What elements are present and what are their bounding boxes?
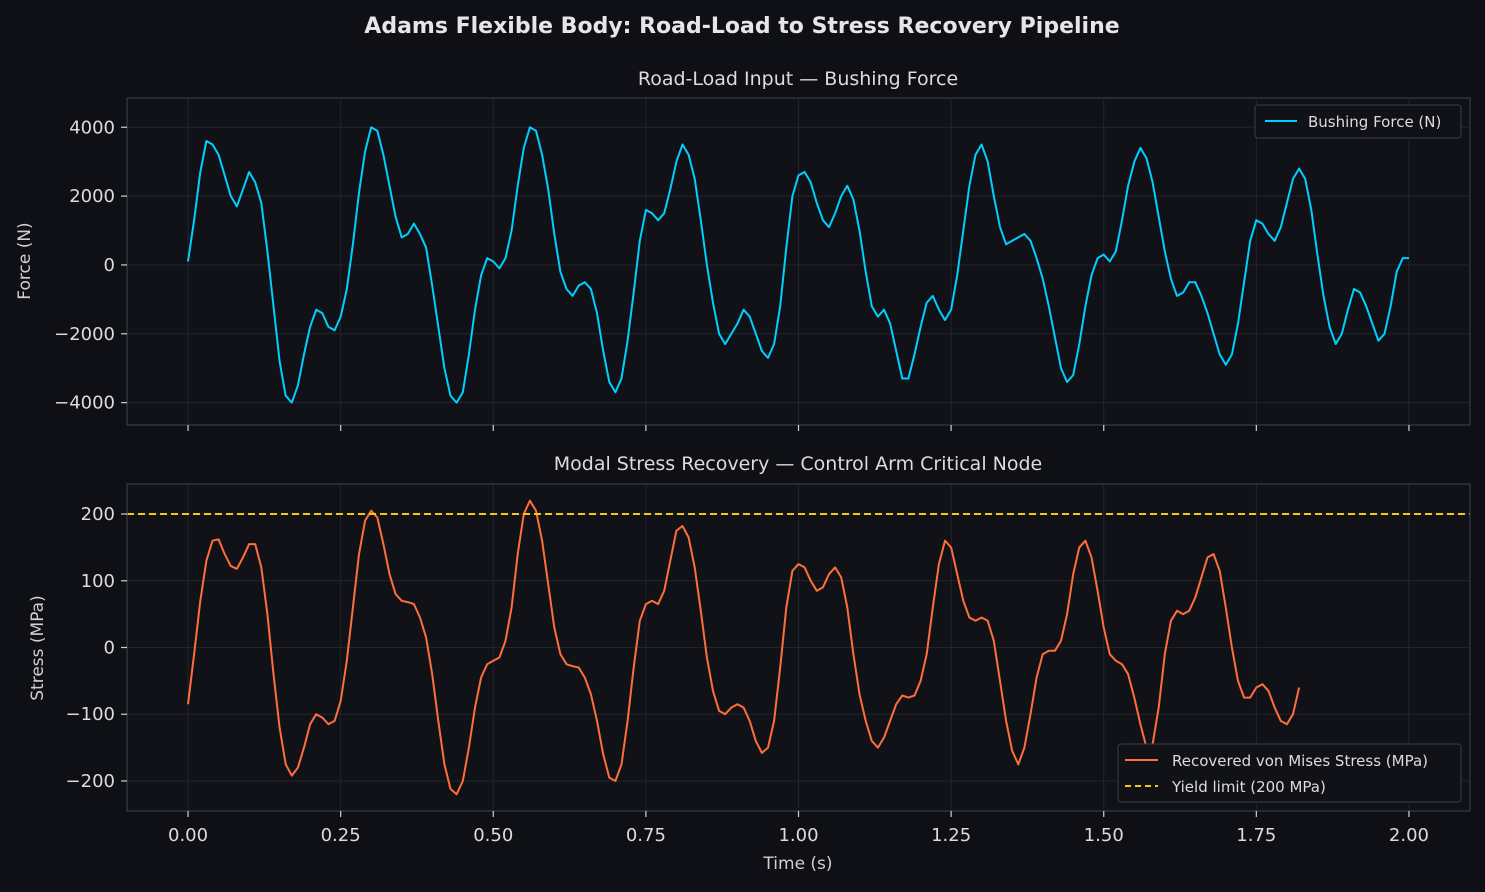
x-tick-label: 1.50 (1084, 825, 1124, 846)
stress-legend: Recovered von Mises Stress (MPa) Yield l… (1117, 743, 1462, 803)
force-y-tick-label: −2000 (54, 324, 115, 345)
force-y-tick-label: 2000 (69, 186, 115, 207)
force-y-tick-label: −4000 (54, 393, 115, 414)
stress-y-tick-label: −100 (66, 704, 115, 725)
force-legend: Bushing Force (N) (1254, 104, 1462, 139)
force-grid (127, 98, 1470, 425)
force-legend-label: Bushing Force (N) (1308, 113, 1441, 131)
stress-axes-title: Modal Stress Recovery — Control Arm Crit… (554, 453, 1042, 475)
force-y-axis-label: Force (N) (15, 222, 35, 299)
force-y-tick-label: 4000 (69, 117, 115, 138)
yield-legend-label: Yield limit (200 MPa) (1171, 778, 1326, 796)
x-tick-label: 1.75 (1236, 825, 1276, 846)
x-tick-label: 0.00 (168, 825, 208, 846)
figure-title: Adams Flexible Body: Road-Load to Stress… (364, 14, 1119, 39)
x-tick-label: 1.00 (778, 825, 818, 846)
x-tick-label: 0.75 (626, 825, 666, 846)
force-lines (187, 126, 1409, 404)
stress-y-tick-label: −200 (66, 771, 115, 792)
force-axes-title: Road-Load Input — Bushing Force (638, 68, 958, 90)
force-ticks: −4000 −2000 0 2000 4000 (54, 117, 1410, 431)
x-tick-label: 0.25 (321, 825, 361, 846)
stress-legend-box (1117, 743, 1462, 803)
stress-y-tick-label: 0 (104, 638, 115, 659)
force-legend-box (1254, 104, 1462, 139)
x-tick-label: 0.50 (473, 825, 513, 846)
stress-lines (127, 499, 1470, 796)
stress-ticks: 0.00 0.25 0.50 0.75 1.00 1.25 1.50 1.75 2.00 −200… (66, 504, 1429, 846)
force-y-tick-label: 0 (104, 255, 115, 276)
stress-y-tick-label: 200 (81, 504, 115, 525)
x-tick-label: 1.25 (931, 825, 971, 846)
force-series-line (187, 126, 1409, 404)
stress-series-line (187, 499, 1301, 796)
stress-y-tick-label: 100 (81, 571, 115, 592)
stress-legend-label: Recovered von Mises Stress (MPa) (1172, 752, 1428, 770)
x-axis-label: Time (s) (762, 854, 832, 874)
force-axes: −4000 −2000 0 2000 4000 Road-Load Input — Bu… (15, 68, 1471, 431)
x-tick-label: 2.00 (1389, 825, 1429, 846)
stress-y-axis-label: Stress (MPa) (28, 595, 48, 701)
stress-axes: 0.00 0.25 0.50 0.75 1.00 1.25 1.50 1.75 2.00 −200… (28, 453, 1471, 874)
